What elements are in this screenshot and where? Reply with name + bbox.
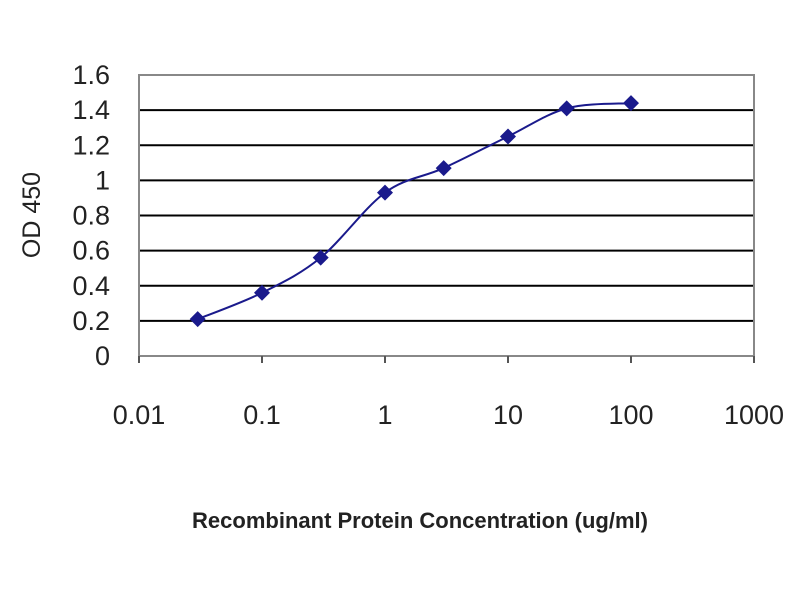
y-tick-label: 1.2 <box>72 130 110 160</box>
x-tick-label: 0.01 <box>113 400 166 430</box>
x-tick-label: 1 <box>377 400 392 430</box>
data-point-marker <box>377 184 393 201</box>
data-point-marker <box>189 311 206 328</box>
data-point-marker <box>558 100 575 117</box>
data-point-marker <box>435 160 452 177</box>
y-tick-label: 1 <box>95 165 110 195</box>
y-tick-label: 0.4 <box>72 271 110 301</box>
plot-area-frame <box>138 74 755 357</box>
y-axis-title: OD 450 <box>18 172 46 258</box>
x-axis-title: Recombinant Protein Concentration (ug/ml… <box>192 508 648 533</box>
data-point-marker <box>623 95 639 112</box>
y-tick-label: 0.6 <box>72 236 110 266</box>
y-tick-label: 0.2 <box>72 306 110 336</box>
series-layer <box>189 95 639 328</box>
gridlines <box>139 109 754 322</box>
x-tick-label: 100 <box>608 400 653 430</box>
data-point-marker <box>500 128 516 145</box>
y-tick-label: 0 <box>95 341 110 371</box>
x-tick-label: 0.1 <box>243 400 281 430</box>
x-axis-ticks: 0.01 0.1 1 10 100 1000 <box>113 356 784 430</box>
y-tick-label: 0.8 <box>72 201 110 231</box>
x-tick-label: 10 <box>493 400 523 430</box>
x-tick-label: 1000 <box>724 400 784 430</box>
y-tick-label: 1.4 <box>72 95 110 125</box>
data-point-marker <box>312 249 329 266</box>
data-point-marker <box>254 284 270 301</box>
series-line <box>197 102 632 321</box>
y-tick-label: 1.6 <box>72 60 110 90</box>
y-axis-ticks: 0 0.2 0.4 0.6 0.8 1 1.2 1.4 1.6 <box>72 60 110 371</box>
